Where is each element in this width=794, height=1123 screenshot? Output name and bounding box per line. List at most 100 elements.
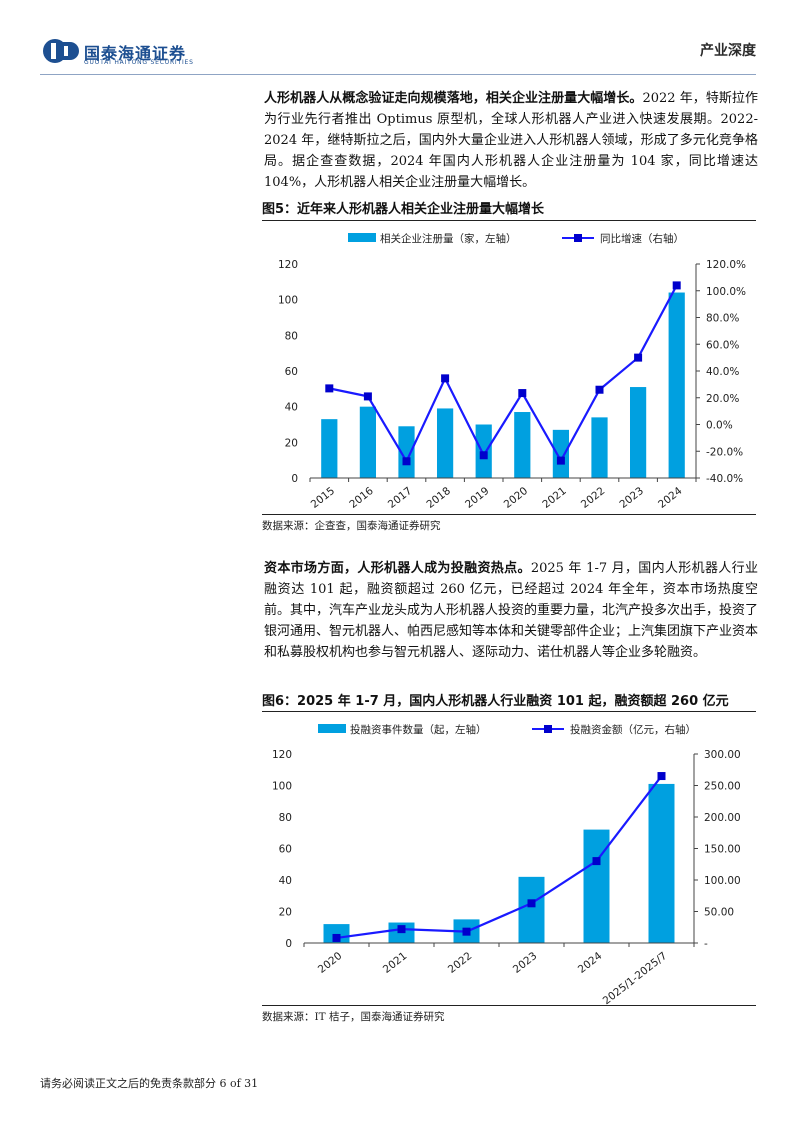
paragraph-2-body: 2025 年 1-7 月，国内人形机器人行业融资达 101 起，融资额超过 26…: [264, 561, 759, 660]
fig6-legend-bar-swatch: [318, 724, 346, 733]
fig6-legend-line-label: 投融资金额（亿元，右轴）: [570, 723, 696, 736]
fig5-bar: [629, 387, 647, 478]
paragraph-2-lead: 资本市场方面，人形机器人成为投融资热点。: [264, 561, 531, 576]
fig6-right-tick-label: 300.00: [704, 749, 741, 761]
fig5-right-tick-label: -20.0%: [706, 446, 743, 458]
fig5-line-series: [329, 284, 678, 464]
fig5-bar: [668, 292, 685, 478]
company-logo-icon: [43, 39, 79, 63]
fig5-left-tick-label: 80: [285, 330, 298, 342]
fig5-line-point: [595, 385, 604, 394]
fig6-category-label: 2020: [316, 950, 344, 976]
fig5-right-tick-label: 60.0%: [706, 339, 739, 351]
fig5-left-tick-label: 40: [285, 402, 298, 414]
fig5-category-label: 2018: [424, 485, 452, 511]
fig5-line-point: [402, 457, 411, 466]
fig5-right-tick-label: 40.0%: [706, 366, 739, 378]
fig6-line-point: [657, 772, 666, 781]
fig6-category-label: 2023: [511, 950, 539, 976]
fig6-right-tick-label: 50.00: [704, 907, 734, 919]
fig5-bar: [552, 429, 570, 478]
paragraph-1-lead: 人形机器人从概念验证走向规模落地，相关企业注册量大幅增长。: [264, 91, 643, 106]
fig6-category-label: 2021: [381, 950, 409, 976]
fig5-bar: [436, 408, 454, 478]
fig6-right-tick-label: 100.00: [704, 875, 741, 887]
fig6-right-tick-label: 150.00: [704, 844, 741, 856]
figure-6-top-rule: [262, 711, 756, 712]
fig5-category-label: 2020: [502, 485, 530, 511]
fig6-bar: [323, 924, 350, 943]
fig5-left-tick-label: 100: [278, 295, 298, 307]
fig6-bar: [518, 876, 545, 943]
fig6-left-tick-label: 20: [279, 907, 292, 919]
fig6-left-tick-label: 80: [279, 812, 292, 824]
fig6-legend-bar-label: 投融资事件数量（起，左轴）: [350, 723, 487, 736]
brand-name: 国泰海通证券: [84, 44, 187, 63]
fig5-line-point: [441, 374, 450, 383]
fig5-left-tick-label: 60: [285, 366, 298, 378]
fig5-right-tick-label: 20.0%: [706, 393, 739, 405]
fig5-right-tick-label: -40.0%: [706, 473, 743, 485]
fig5-bar: [475, 424, 492, 478]
figure-6-source: 数据来源：IT 桔子，国泰海通证券研究: [262, 1011, 445, 1023]
fig5-category-label: 2016: [347, 485, 376, 511]
fig5-right-tick-label: 100.0%: [706, 286, 746, 298]
fig5-legend-line-marker: [574, 234, 582, 242]
fig6-left-tick-label: 60: [279, 844, 292, 856]
fig5-left-tick-label: 120: [278, 259, 298, 271]
fig6-left-tick-label: 40: [279, 875, 292, 887]
page-header: 国泰海通证券 GUOTAI HAITONG SECURITIES 产业深度: [0, 0, 794, 76]
fig6-right-tick-label: -: [704, 938, 708, 950]
fig5-category-label: 2023: [617, 485, 645, 511]
figure-6-bottom-rule: [262, 1005, 756, 1006]
fig5-left-tick-label: 20: [285, 437, 298, 449]
fig6-line-point: [397, 925, 406, 934]
fig6-line-point: [332, 933, 341, 942]
figure-5-title: 图5：近年来人形机器人相关企业注册量大幅增长: [262, 202, 545, 217]
header-divider: [40, 74, 756, 75]
figure-6-chart: 投融资事件数量（起，左轴） 投融资金额（亿元，右轴） 0 20 40 60 80 100 120…: [272, 723, 741, 1005]
footer-disclaimer: 请务必阅读正文之后的免责条款部分 6 of 31: [40, 1077, 259, 1090]
fig5-bar: [359, 406, 377, 478]
fig6-right-tick-label: 250.00: [704, 781, 741, 793]
fig5-line-point: [672, 281, 681, 290]
fig5-line-point: [518, 389, 527, 398]
fig6-right-tick-label: 200.00: [704, 812, 741, 824]
fig5-right-tick-label: 0.0%: [706, 420, 733, 432]
fig5-legend-line-label: 同比增速（右轴）: [600, 232, 684, 245]
fig5-bar: [514, 412, 531, 478]
fig5-category-label: 2021: [540, 485, 568, 511]
figure-5-bottom-rule: [262, 514, 756, 515]
fig5-line-point: [325, 384, 334, 393]
fig5-line-point: [363, 392, 372, 401]
fig6-bar: [583, 829, 610, 943]
fig6-category-label: 2025/1-2025/7: [601, 950, 670, 1005]
fig5-category-label: 2017: [386, 485, 414, 511]
body-paragraph-2: 资本市场方面，人形机器人成为投融资热点。2025 年 1-7 月，国内人形机器人…: [264, 558, 758, 663]
fig6-line-point: [592, 857, 601, 866]
figure-5-chart: 相关企业注册量（家，左轴） 同比增速（右轴） 0 20 40 60 80 100 120 -40.…: [278, 232, 746, 511]
fig6-bar: [648, 783, 675, 943]
fig6-legend-line-marker: [544, 725, 552, 733]
figure-5-top-rule: [262, 220, 756, 221]
fig5-right-tick-label: 80.0%: [706, 313, 739, 325]
fig6-line-point: [527, 899, 536, 908]
fig5-bar: [321, 419, 338, 478]
fig6-line-point: [462, 927, 471, 936]
fig6-left-tick-label: 0: [285, 938, 292, 950]
fig5-legend-bar-swatch: [348, 233, 376, 242]
fig5-line-point: [479, 451, 488, 460]
fig5-line-point: [634, 353, 643, 362]
fig5-category-label: 2022: [579, 485, 607, 511]
fig5-line-point: [556, 456, 565, 465]
report-type-label: 产业深度: [700, 43, 756, 59]
figure-6-title: 图6：2025 年 1-7 月，国内人形机器人行业融资 101 起，融资额超 2…: [262, 694, 729, 709]
fig5-legend-bar-label: 相关企业注册量（家，左轴）: [380, 232, 517, 245]
fig5-bar: [591, 417, 608, 478]
fig6-category-label: 2024: [576, 950, 605, 976]
figure-5-source: 数据来源：企查查，国泰海通证券研究: [262, 520, 441, 532]
fig6-category-label: 2022: [446, 950, 474, 976]
fig5-bar: [398, 426, 415, 478]
fig5-left-tick-label: 0: [291, 473, 298, 485]
fig5-category-label: 2024: [656, 485, 685, 511]
